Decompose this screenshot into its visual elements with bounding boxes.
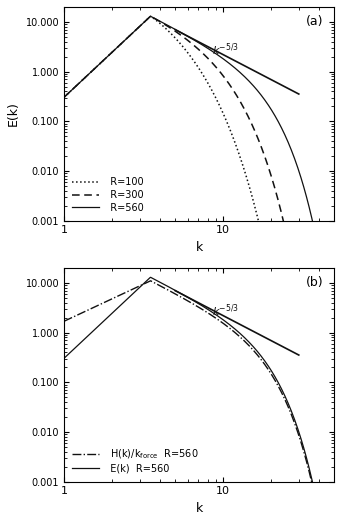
-   R=100: [223, 115, 227, 121]
-   H(k)/k$_{\rm force}$  R=560: [191, 301, 195, 307]
-   H(k)/k$_{\rm force}$  R=560: [209, 312, 213, 318]
-   E(k)  R=560: [192, 298, 196, 304]
-   E(k)  R=560: [223, 318, 227, 325]
-   R=300: [209, 58, 213, 64]
-   H(k)/k$_{\rm force}$  R=560: [192, 302, 196, 308]
- Line:   R=100: R=100: [64, 16, 334, 522]
- Legend:   R=100,   R=300,   R=560: R=100, R=300, R=560: [69, 174, 147, 216]
- Line:   R=300: R=300: [64, 16, 334, 522]
- X-axis label: k: k: [195, 241, 203, 254]
-   R=300: [284, 229, 288, 235]
- Text: k$^{-5/3}$: k$^{-5/3}$: [212, 302, 239, 319]
- Line:   R=560: R=560: [64, 16, 334, 350]
-   R=100: [62, 94, 66, 100]
- Line:   E(k)  R=560: E(k) R=560: [64, 277, 334, 522]
- Text: (b): (b): [306, 277, 323, 290]
- X-axis label: k: k: [195, 502, 203, 515]
- Text: k$^{-5/3}$: k$^{-5/3}$: [212, 41, 239, 58]
-   R=300: [149, 13, 153, 19]
-   R=100: [191, 56, 195, 63]
-   R=560: [209, 47, 213, 53]
-   R=300: [191, 41, 195, 48]
-   R=100: [192, 58, 196, 65]
-   E(k)  R=560: [209, 308, 213, 314]
-   R=560: [223, 57, 227, 64]
-   R=560: [149, 13, 153, 19]
-   R=100: [284, 361, 288, 367]
-   H(k)/k$_{\rm force}$  R=560: [62, 318, 66, 325]
-   E(k)  R=560: [191, 297, 195, 303]
-   H(k)/k$_{\rm force}$  R=560: [149, 278, 153, 284]
-   R=100: [209, 85, 213, 91]
-   R=560: [191, 36, 195, 42]
-   E(k)  R=560: [284, 395, 288, 401]
-   R=300: [192, 43, 196, 49]
- Y-axis label: E(k): E(k): [7, 101, 20, 126]
-   R=300: [62, 94, 66, 100]
-   H(k)/k$_{\rm force}$  R=560: [284, 398, 288, 405]
- Text: (a): (a): [306, 16, 323, 29]
-   E(k)  R=560: [62, 355, 66, 361]
-   R=560: [284, 134, 288, 140]
-   R=300: [223, 76, 227, 82]
- Line:   H(k)/k$_{\rm force}$  R=560: H(k)/k$_{\rm force}$ R=560: [64, 281, 334, 522]
-   H(k)/k$_{\rm force}$  R=560: [223, 322, 227, 328]
-   R=100: [149, 13, 153, 19]
-   R=560: [62, 94, 66, 100]
-   R=560: [332, 347, 336, 353]
-   R=560: [192, 37, 196, 43]
-   R=560: [326, 303, 330, 310]
-   E(k)  R=560: [149, 274, 153, 280]
- Legend:   H(k)/k$_{\rm force}$  R=560,   E(k)  R=560: H(k)/k$_{\rm force}$ R=560, E(k) R=560: [69, 444, 201, 477]
